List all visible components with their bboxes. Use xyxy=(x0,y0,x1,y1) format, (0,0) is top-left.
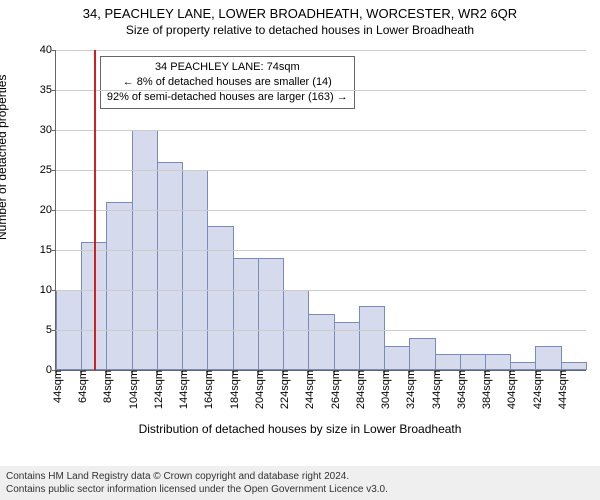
xtick-label: 144sqm xyxy=(174,370,190,409)
xtick-label: 124sqm xyxy=(149,370,165,409)
annotation-line2: ← 8% of detached houses are smaller (14) xyxy=(107,75,348,90)
page-subtitle: Size of property relative to detached ho… xyxy=(0,21,600,37)
xtick-label: 84sqm xyxy=(98,370,114,403)
gridline xyxy=(56,250,586,251)
ytick-label: 15 xyxy=(40,244,56,256)
ytick-label: 25 xyxy=(40,164,56,176)
ytick-label: 40 xyxy=(40,44,56,56)
xtick-label: 324sqm xyxy=(401,370,417,409)
bar xyxy=(485,354,511,370)
annotation-line1: 34 PEACHLEY LANE: 74sqm xyxy=(107,60,348,75)
gridline xyxy=(56,90,586,91)
xtick-label: 424sqm xyxy=(528,370,544,409)
bar xyxy=(359,306,385,370)
bar xyxy=(409,338,435,370)
bar xyxy=(157,162,183,370)
xtick-label: 244sqm xyxy=(300,370,316,409)
bar xyxy=(384,346,410,370)
footer-line1: Contains HM Land Registry data © Crown c… xyxy=(6,470,594,483)
xtick-label: 64sqm xyxy=(73,370,89,403)
y-axis-label: Number of detached properties xyxy=(0,75,9,240)
xtick-label: 184sqm xyxy=(225,370,241,409)
xtick-label: 44sqm xyxy=(48,370,64,403)
ytick-label: 35 xyxy=(40,84,56,96)
xtick-label: 284sqm xyxy=(351,370,367,409)
ytick-label: 5 xyxy=(46,324,56,336)
chart-container: Number of detached properties 34 PEACHLE… xyxy=(0,40,600,440)
page-title: 34, PEACHLEY LANE, LOWER BROADHEATH, WOR… xyxy=(0,0,600,21)
footer-line2: Contains public sector information licen… xyxy=(6,483,594,496)
xtick-label: 164sqm xyxy=(199,370,215,409)
bar xyxy=(182,170,208,370)
gridline xyxy=(56,130,586,131)
gridline xyxy=(56,330,586,331)
bar xyxy=(435,354,461,370)
xtick-label: 224sqm xyxy=(275,370,291,409)
annotation-box: 34 PEACHLEY LANE: 74sqm ← 8% of detached… xyxy=(100,56,355,109)
bar xyxy=(561,362,587,370)
bar xyxy=(510,362,536,370)
xtick-label: 204sqm xyxy=(250,370,266,409)
bar xyxy=(535,346,561,370)
plot-area: 34 PEACHLEY LANE: 74sqm ← 8% of detached… xyxy=(55,50,586,371)
bar xyxy=(207,226,233,370)
gridline xyxy=(56,50,586,51)
xtick-label: 384sqm xyxy=(477,370,493,409)
xtick-label: 364sqm xyxy=(452,370,468,409)
xtick-label: 104sqm xyxy=(124,370,140,409)
gridline xyxy=(56,210,586,211)
footer: Contains HM Land Registry data © Crown c… xyxy=(0,466,600,500)
xtick-label: 304sqm xyxy=(376,370,392,409)
bar xyxy=(460,354,486,370)
reference-line xyxy=(94,50,96,370)
gridline xyxy=(56,290,586,291)
ytick-label: 20 xyxy=(40,204,56,216)
xtick-label: 344sqm xyxy=(427,370,443,409)
x-axis-label: Distribution of detached houses by size … xyxy=(0,422,600,436)
xtick-label: 404sqm xyxy=(502,370,518,409)
xtick-label: 264sqm xyxy=(326,370,342,409)
bar xyxy=(258,258,284,370)
ytick-label: 10 xyxy=(40,284,56,296)
bar xyxy=(308,314,334,370)
xtick-label: 444sqm xyxy=(553,370,569,409)
annotation-line3: 92% of semi-detached houses are larger (… xyxy=(107,90,348,105)
ytick-label: 30 xyxy=(40,124,56,136)
gridline xyxy=(56,170,586,171)
bar xyxy=(233,258,259,370)
bar xyxy=(106,202,132,370)
